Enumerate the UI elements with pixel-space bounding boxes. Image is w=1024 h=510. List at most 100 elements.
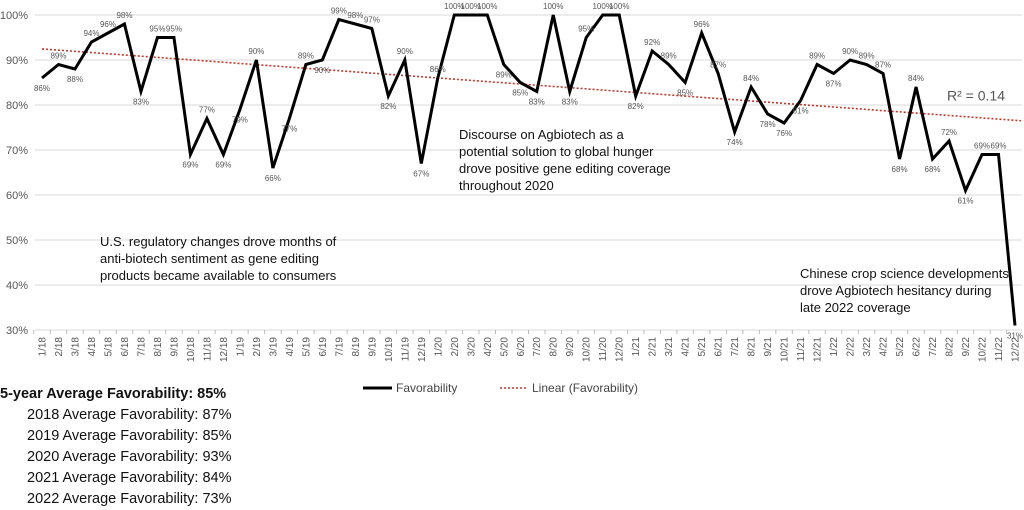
x-tick-label: 11/18 — [202, 337, 213, 362]
data-label: 94% — [83, 29, 99, 38]
x-tick-label: 6/20 — [516, 337, 527, 357]
data-label: 89% — [661, 52, 677, 61]
x-tick-label: 3/18 — [70, 337, 81, 357]
x-tick-label: 9/19 — [367, 337, 378, 357]
x-tick-label: 7/18 — [136, 337, 147, 357]
x-tick-label: 5/19 — [301, 337, 312, 357]
x-tick-label: 9/21 — [763, 337, 774, 357]
data-label: 100% — [444, 2, 464, 11]
data-label: 77% — [199, 106, 215, 115]
data-label: 87% — [710, 61, 726, 70]
data-label: 100% — [592, 2, 612, 11]
average-2020: 2020 Average Favorability: 93% — [27, 449, 232, 465]
legend-label-favorability: Favorability — [396, 381, 457, 395]
data-label: 86% — [34, 84, 50, 93]
x-tick-label: 1/21 — [631, 337, 642, 357]
data-label: 90% — [248, 47, 264, 56]
data-label: 31% — [1007, 332, 1023, 341]
data-label: 89% — [496, 71, 512, 80]
x-tick-label: 10/21 — [780, 337, 791, 362]
data-label: 98% — [347, 11, 363, 20]
data-label: 95% — [578, 25, 594, 34]
data-label: 86% — [430, 65, 446, 74]
annotation-text: anti-biotech sentiment as gene editing — [100, 251, 319, 266]
data-label: 87% — [875, 61, 891, 70]
x-tick-label: 2/19 — [252, 337, 263, 357]
data-label: 95% — [149, 25, 165, 34]
x-tick-label: 12/18 — [219, 337, 230, 362]
data-label: 76% — [776, 129, 792, 138]
x-tick-label: 10/19 — [384, 337, 395, 362]
data-label: 85% — [677, 89, 693, 98]
data-label: 89% — [50, 52, 66, 61]
data-label: 69% — [215, 161, 231, 170]
x-tick-label: 3/22 — [862, 337, 873, 357]
data-label: 100% — [609, 2, 629, 11]
x-tick-label: 8/20 — [549, 337, 560, 357]
x-tick-label: 6/19 — [318, 337, 329, 357]
x-tick-label: 7/22 — [928, 337, 939, 357]
x-tick-label: 5/20 — [499, 337, 510, 357]
legend-label-trendline: Linear (Favorability) — [532, 381, 638, 395]
data-label: 79% — [232, 116, 248, 125]
data-label: 95% — [166, 25, 182, 34]
x-tick-label: 10/22 — [978, 337, 989, 362]
x-tick-label: 11/19 — [400, 337, 411, 362]
x-tick-label: 7/21 — [730, 337, 741, 357]
data-label: 89% — [298, 52, 314, 61]
data-label: 87% — [826, 80, 842, 89]
data-label: 82% — [380, 102, 396, 111]
x-tick-label: 9/20 — [565, 337, 576, 357]
average-2021: 2021 Average Favorability: 84% — [27, 470, 232, 486]
x-tick-label: 3/20 — [466, 337, 477, 357]
data-label: 84% — [743, 74, 759, 83]
data-label: 83% — [529, 98, 545, 107]
x-tick-label: 3/19 — [268, 337, 279, 357]
data-label: 97% — [364, 16, 380, 25]
x-tick-label: 11/22 — [994, 337, 1005, 362]
data-label: 72% — [941, 128, 957, 137]
x-tick-label: 8/18 — [153, 337, 164, 357]
data-label: 100% — [543, 2, 563, 11]
data-label: 99% — [331, 7, 347, 16]
x-tick-label: 4/19 — [285, 337, 296, 357]
data-label: 96% — [694, 20, 710, 29]
x-tick-label: 10/18 — [186, 337, 197, 362]
data-label: 77% — [281, 125, 297, 134]
data-label: 74% — [727, 138, 743, 147]
data-label: 69% — [991, 142, 1007, 151]
data-label: 90% — [397, 47, 413, 56]
y-tick-label: 30% — [6, 325, 28, 337]
x-tick-label: 1/19 — [235, 337, 246, 357]
data-label: 100% — [477, 2, 497, 11]
average-2022: 2022 Average Favorability: 73% — [27, 491, 232, 507]
annotation-text: late 2022 coverage — [800, 300, 911, 315]
y-tick-label: 80% — [6, 100, 28, 112]
data-label: 100% — [461, 2, 481, 11]
x-tick-label: 5/21 — [697, 337, 708, 357]
data-label: 81% — [793, 107, 809, 116]
data-label: 82% — [628, 102, 644, 111]
average-2019: 2019 Average Favorability: 85% — [27, 428, 232, 444]
y-tick-label: 90% — [6, 55, 28, 67]
x-tick-label: 1/22 — [829, 337, 840, 357]
x-tick-label: 2/22 — [846, 337, 857, 357]
data-label: 84% — [908, 74, 924, 83]
data-label: 88% — [67, 75, 83, 84]
average-2018: 2018 Average Favorability: 87% — [27, 407, 232, 423]
y-tick-label: 60% — [6, 190, 28, 202]
data-label: 67% — [413, 170, 429, 179]
favorability-line — [41, 13, 1017, 326]
r-squared-label: R² = 0.14 — [947, 88, 1005, 104]
averages-panel: 5-year Average Favorability: 85% 2018 Av… — [0, 384, 231, 510]
data-label: 61% — [958, 197, 974, 206]
data-label: 68% — [892, 165, 908, 174]
data-label: 69% — [974, 142, 990, 151]
x-tick-label: 7/19 — [334, 337, 345, 357]
y-tick-label: 70% — [6, 145, 28, 157]
x-tick-label: 1/18 — [38, 337, 49, 357]
annotation-text: throughout 2020 — [459, 178, 554, 193]
x-tick-label: 5/18 — [103, 337, 114, 357]
data-label: 85% — [512, 89, 528, 98]
x-tick-label: 4/21 — [681, 337, 692, 357]
